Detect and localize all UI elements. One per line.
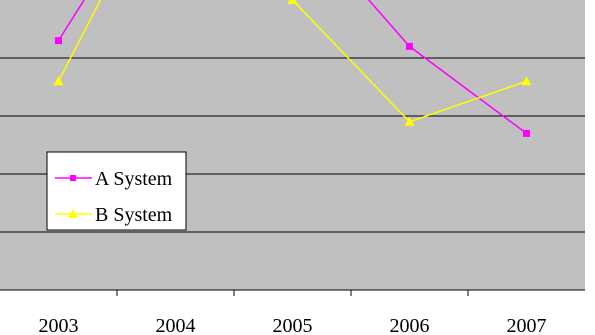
series-1-point-2005 <box>287 0 298 4</box>
series-1-point-2007 <box>521 76 532 86</box>
legend: A System B System <box>46 151 187 231</box>
x-tick-label-2004: 2004 <box>156 315 196 335</box>
x-axis-ticks: 2003 2004 2005 2006 2007 <box>39 290 547 335</box>
legend-swatch-b-marker <box>68 209 78 218</box>
x-tick-label-2003: 2003 <box>39 315 79 335</box>
x-tick-label-2007: 2007 <box>507 315 547 335</box>
series-0-point-2003 <box>55 37 62 45</box>
series-1-point-2003 <box>53 76 64 86</box>
plot-area <box>0 0 585 290</box>
series-layer <box>53 0 532 137</box>
series-clip-group <box>53 0 532 137</box>
series-line-0 <box>57 0 527 135</box>
x-tick-label-2006: 2006 <box>390 315 430 335</box>
series-1-point-2006 <box>404 116 415 126</box>
legend-swatch-a-marker <box>70 175 76 181</box>
series-line-1 <box>57 0 527 123</box>
legend-label-b: B System <box>95 204 173 226</box>
series-0-point-2006 <box>406 42 413 50</box>
legend-label-a: A System <box>95 168 173 190</box>
series-0-point-2007 <box>523 129 530 137</box>
x-tick-label-2005: 2005 <box>273 315 313 335</box>
